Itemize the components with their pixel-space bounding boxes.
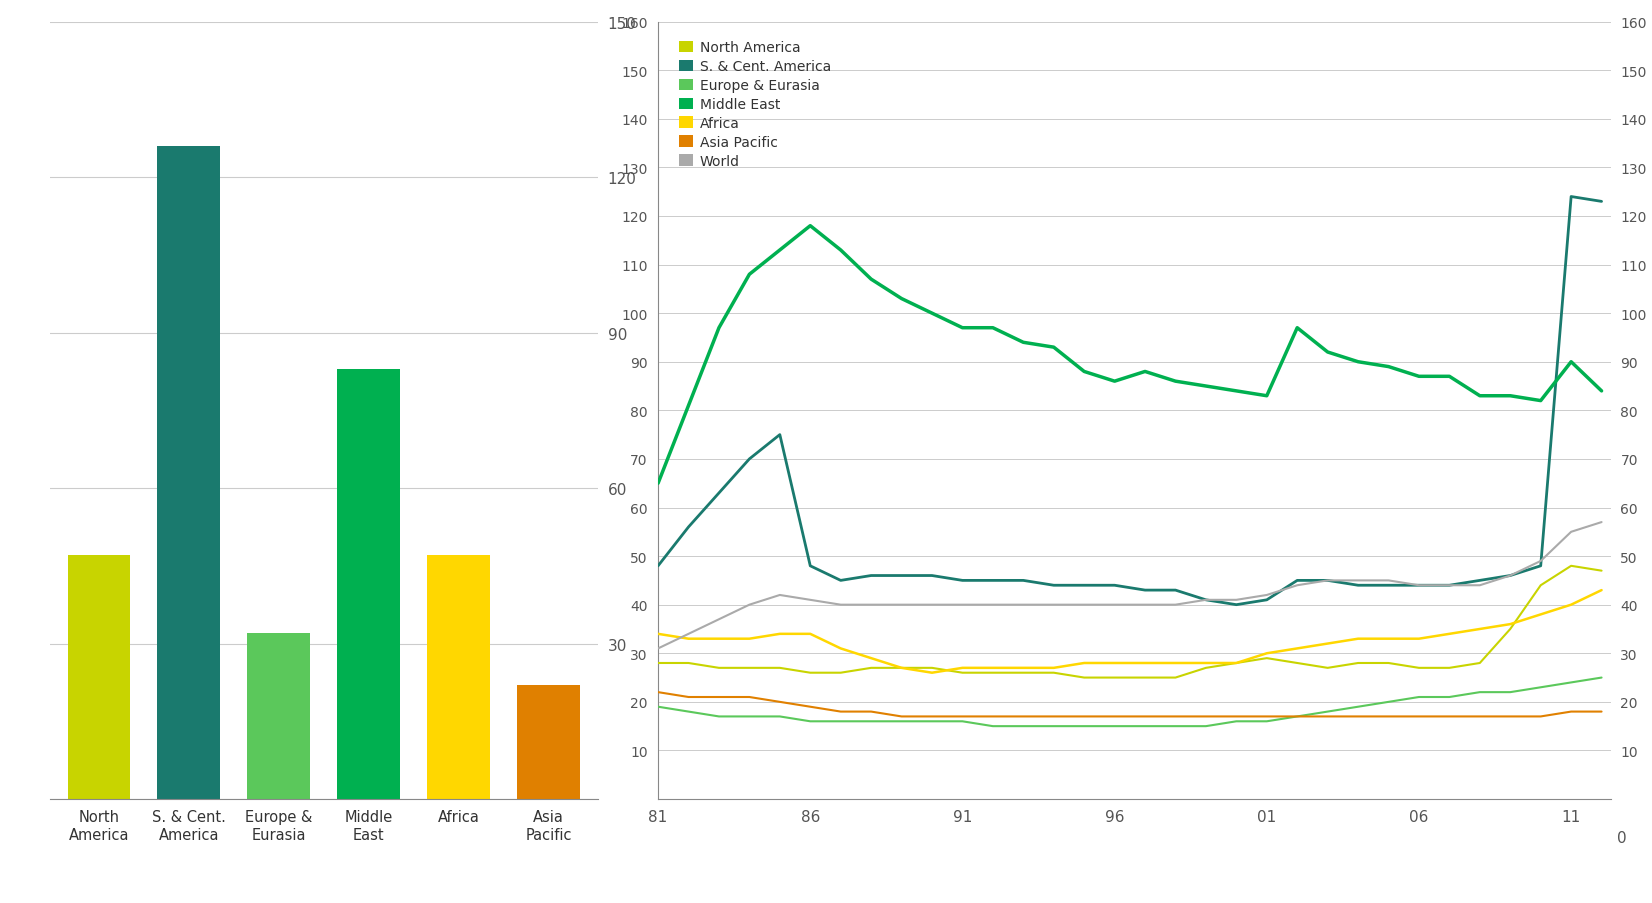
- Bar: [68, 556, 131, 799]
- Bar: [337, 369, 400, 799]
- Text: 0: 0: [1617, 830, 1627, 845]
- Bar: [248, 634, 311, 799]
- Bar: [157, 147, 220, 799]
- Bar: [517, 685, 580, 799]
- Bar: [428, 556, 491, 799]
- Legend: North America, S. & Cent. America, Europe & Eurasia, Middle East, Africa, Asia P: North America, S. & Cent. America, Europ…: [674, 37, 834, 172]
